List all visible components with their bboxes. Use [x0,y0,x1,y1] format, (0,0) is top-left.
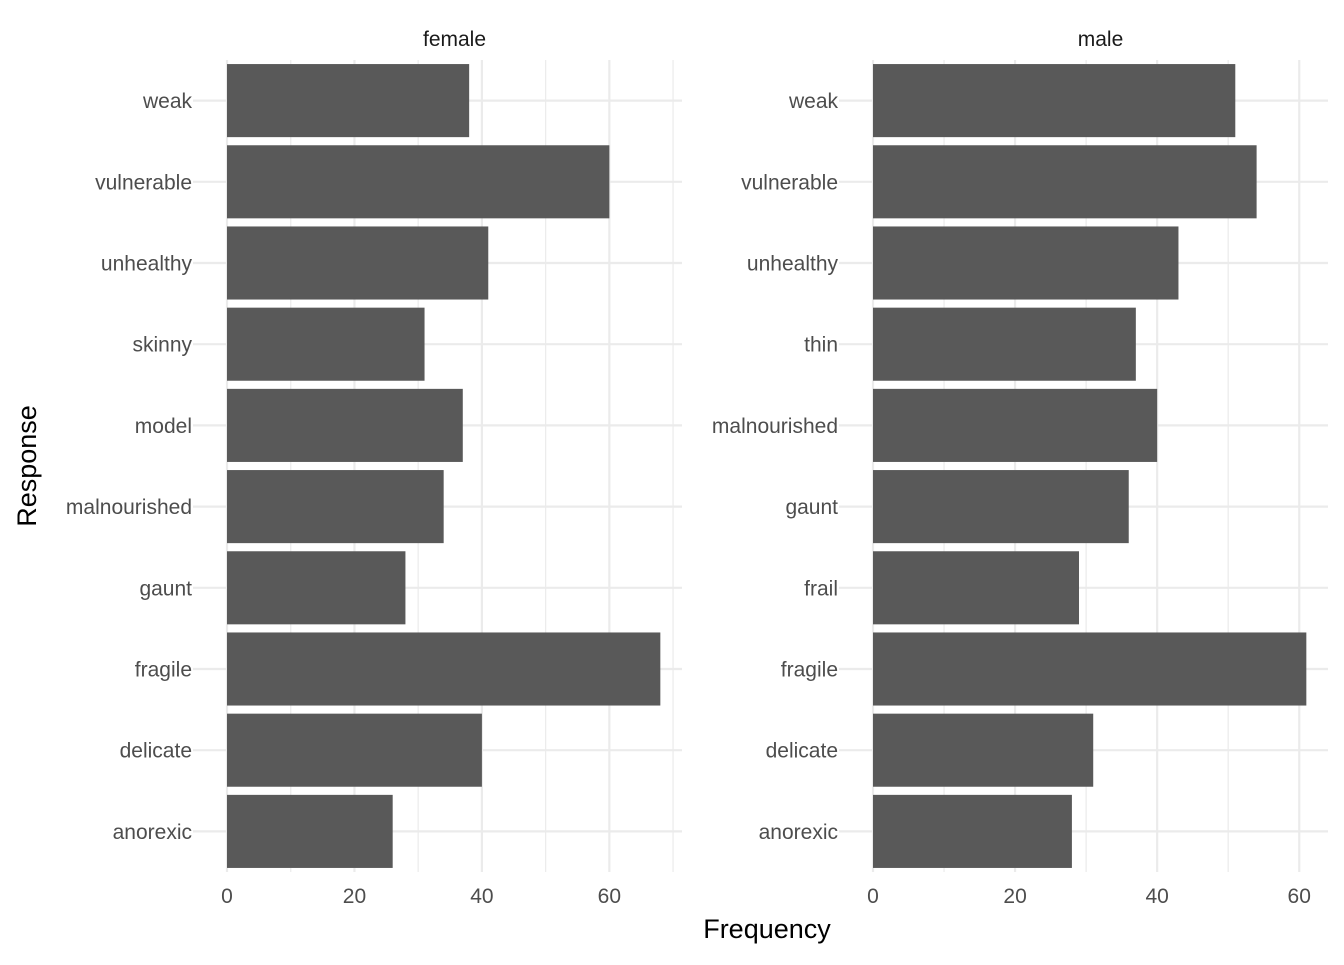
y-tick-label: anorexic [759,821,838,844]
y-tick-label: gaunt [785,496,838,519]
bar-weak [227,64,470,138]
x-tick-labels: 0 20 40 60 [867,885,1311,908]
facet-label-male: male [1078,28,1124,51]
bar-delicate [227,713,482,787]
y-tick-label: weak [142,90,193,113]
facet-label-female: female [423,28,486,51]
bar-vulnerable [227,145,610,219]
x-tick-label: 0 [221,885,233,908]
bar-gaunt [873,470,1129,544]
x-tick-label: 60 [598,885,621,908]
y-tick-label: delicate [766,740,838,763]
y-tick-label: delicate [120,740,192,763]
y-tick-label: vulnerable [95,171,192,194]
y-axis-title: Response [12,405,42,527]
panels: anorexic delicate fragile gaunt malnourished… [66,28,1328,908]
bar-fragile [227,632,661,706]
y-tick-labels: anorexic delicate fragile gaunt malnourished… [66,90,193,844]
y-tick-label: gaunt [139,577,192,600]
bar-weak [873,64,1236,138]
y-tick-label: vulnerable [741,171,838,194]
y-tick-label: unhealthy [747,253,839,276]
bar-unhealthy [873,226,1179,300]
x-tick-labels: 0 20 40 60 [221,885,621,908]
bar-thin [873,307,1136,381]
y-tick-labels: anorexic delicate fragile frail gaunt malnour… [712,90,839,844]
y-tick-label: thin [804,334,838,357]
x-tick-label: 20 [1003,885,1026,908]
bars [873,64,1307,868]
bar-fragile [873,632,1307,706]
x-tick-label: 60 [1288,885,1311,908]
bar-skinny [227,307,425,381]
y-tick-label: model [135,415,192,438]
bar-model [227,388,463,462]
x-tick-label: 0 [867,885,879,908]
bar-anorexic [227,794,393,868]
y-tick-label: unhealthy [101,253,193,276]
bars [227,64,661,868]
y-tick-label: fragile [781,659,838,682]
bar-gaunt [227,551,406,625]
bar-frail [873,551,1080,625]
x-tick-label: 40 [1145,885,1168,908]
bar-malnourished [873,388,1158,462]
bar-malnourished [227,470,444,544]
y-tick-label: malnourished [712,415,838,438]
y-tick-label: malnourished [66,496,192,519]
bar-delicate [873,713,1094,787]
y-tick-label: frail [804,577,838,600]
y-tick-label: anorexic [113,821,192,844]
bar-anorexic [873,794,1072,868]
x-tick-label: 40 [470,885,493,908]
panel-male: anorexic delicate fragile frail gaunt malnour… [712,28,1328,908]
bar-vulnerable [873,145,1257,219]
x-axis-title: Frequency [703,914,831,944]
y-tick-label: skinny [132,334,192,357]
y-tick-label: weak [788,90,839,113]
y-tick-label: fragile [135,659,192,682]
bar-unhealthy [227,226,489,300]
x-tick-label: 20 [343,885,366,908]
panel-female: anorexic delicate fragile gaunt malnourished… [66,28,682,908]
